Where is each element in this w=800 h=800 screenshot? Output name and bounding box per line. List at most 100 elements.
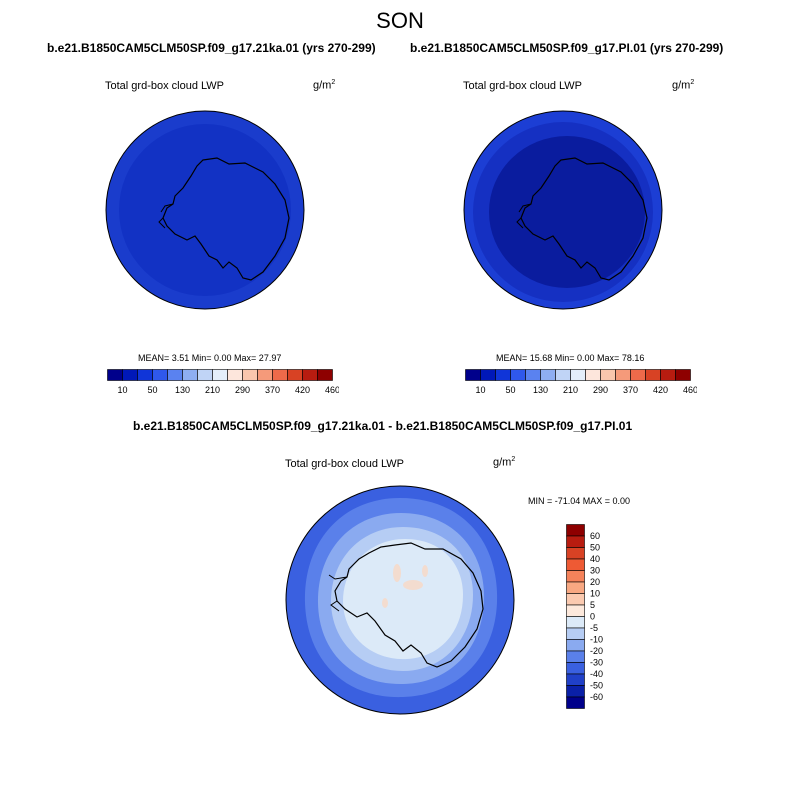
colorbar-pi-swatch: [645, 369, 661, 381]
colorbar-pi-swatch: [585, 369, 601, 381]
colorbar-pi-swatch: [540, 369, 556, 381]
colorbar-difference-swatch: [566, 650, 585, 663]
colorbar-pi-swatch: [525, 369, 541, 381]
colorbar-difference-tick-label: 5: [590, 600, 595, 610]
colorbar-difference-tick-label: -10: [590, 635, 603, 645]
colorbar-21ka-tick-label: 290: [235, 385, 250, 395]
ice-shelf-outline: [158, 217, 166, 229]
colorbar-pi-tick-label: 210: [563, 385, 578, 395]
colorbar-21ka-tick-label: 50: [147, 385, 157, 395]
colorbar-pi-tick-label: 420: [653, 385, 668, 395]
colorbar-21ka-swatch: [287, 369, 303, 381]
map-difference: [285, 485, 515, 715]
colorbar-difference-swatch: [566, 627, 585, 640]
colorbar-difference-tick-label: 10: [590, 589, 600, 599]
colorbar-21ka-swatch: [302, 369, 318, 381]
panel-3-stats: MIN = -71.04 MAX = 0.00: [528, 496, 631, 506]
panel-3-variable: Total grd-box cloud LWP: [285, 458, 405, 470]
ice-shelf-outline: [516, 217, 524, 229]
colorbar-difference-swatch: [566, 616, 585, 629]
colorbar-pi-swatch: [600, 369, 616, 381]
colorbar-difference-tick-label: -30: [590, 658, 603, 668]
panel-2-variable: Total grd-box cloud LWP: [463, 80, 583, 92]
panel-2-units: g/m2: [672, 79, 695, 92]
colorbar-difference-tick-label: -60: [590, 692, 603, 702]
colorbar-pi-swatch: [570, 369, 586, 381]
panel-3-units: g/m2: [493, 456, 516, 469]
colorbar-21ka-swatch: [272, 369, 288, 381]
colorbar-difference-swatch: [566, 593, 585, 606]
colorbar-difference-tick-label: -20: [590, 646, 603, 656]
colorbar-difference-tick-label: -40: [590, 669, 603, 679]
colorbar-21ka-swatch: [152, 369, 168, 381]
colorbar-pi-tick-label: 10: [475, 385, 485, 395]
colorbar-21ka-tick-label: 460: [325, 385, 339, 395]
colorbar-pi-swatch: [465, 369, 481, 381]
colorbar-difference-tick-label: -50: [590, 681, 603, 691]
panel-2-stats: MEAN= 15.68 Min= 0.00 Max= 78.16: [496, 353, 645, 363]
colorbar-21ka-swatch: [317, 369, 333, 381]
colorbar-21ka-swatch: [182, 369, 198, 381]
colorbar-difference-swatch: [566, 547, 585, 560]
panel-3-title: b.e21.B1850CAM5CLM50SP.f09_g17.21ka.01 -…: [133, 419, 633, 433]
colorbar-21ka-swatch: [167, 369, 183, 381]
panel-1-variable: Total grd-box cloud LWP: [105, 80, 225, 92]
colorbar-21ka-tick-label: 370: [265, 385, 280, 395]
colorbar-pi-swatch: [480, 369, 496, 381]
colorbar-difference-tick-label: 0: [590, 612, 595, 622]
colorbar-21ka-swatch: [197, 369, 213, 381]
colorbar-difference-tick-label: -5: [590, 623, 598, 633]
ice-shelf-outline: [330, 600, 340, 612]
colorbar-difference-swatch: [566, 581, 585, 594]
colorbar-pi-tick-label: 290: [593, 385, 608, 395]
peninsula-outline: [518, 203, 532, 213]
colorbar-21ka-swatch: [257, 369, 273, 381]
panel-1-title: b.e21.B1850CAM5CLM50SP.f09_g17.21ka.01 (…: [47, 41, 376, 55]
peninsula-outline: [160, 203, 174, 213]
colorbar-pi-swatch: [615, 369, 631, 381]
peninsula-outline: [328, 574, 348, 580]
colorbar-difference-swatch: [566, 604, 585, 617]
colorbar-difference-swatch: [566, 685, 585, 698]
colorbar-difference-tick-label: 20: [590, 577, 600, 587]
colorbar-pi: 10 50 130 210 290 370 420 460: [465, 369, 697, 395]
colorbar-pi-swatch: [675, 369, 691, 381]
colorbar-pi-tick-label: 370: [623, 385, 638, 395]
colorbar-pi-tick-label: 130: [533, 385, 548, 395]
diff-band-zero: [343, 539, 463, 660]
inner-lwp-field: [119, 124, 291, 296]
colorbar-difference-swatch: [566, 558, 585, 571]
panel-2-title: b.e21.B1850CAM5CLM50SP.f09_g17.PI.01 (yr…: [410, 41, 724, 55]
colorbar-pi-tick-label: 460: [683, 385, 697, 395]
map-21ka: [105, 110, 305, 310]
colorbar-21ka-swatch: [137, 369, 153, 381]
colorbar-difference-swatch: [566, 639, 585, 652]
map-pi: [463, 110, 663, 310]
colorbar-21ka-swatch: [107, 369, 123, 381]
colorbar-difference-tick-label: 60: [590, 531, 600, 541]
colorbar-pi-swatch: [495, 369, 511, 381]
colorbar-21ka-tick-label: 420: [295, 385, 310, 395]
colorbar-21ka: 10 50 130 210 290 370 420 460: [107, 369, 339, 395]
colorbar-difference-swatch: [566, 524, 585, 537]
colorbar-21ka-swatch: [227, 369, 243, 381]
colorbar-pi-swatch: [510, 369, 526, 381]
inner-lwp-field: [489, 136, 645, 288]
colorbar-difference-swatch: [566, 696, 585, 709]
colorbar-difference-swatch: [566, 570, 585, 583]
colorbar-21ka-tick-label: 10: [117, 385, 127, 395]
colorbar-21ka-swatch: [122, 369, 138, 381]
panel-1-units: g/m2: [313, 79, 336, 92]
colorbar-difference-swatch: [566, 673, 585, 686]
season-title: SON: [376, 8, 424, 33]
colorbar-21ka-swatch: [242, 369, 258, 381]
colorbar-21ka-tick-label: 210: [205, 385, 220, 395]
colorbar-difference-tick-label: 40: [590, 554, 600, 564]
colorbar-21ka-swatch: [212, 369, 228, 381]
colorbar-pi-tick-label: 50: [505, 385, 515, 395]
colorbar-difference-swatch: [566, 662, 585, 675]
colorbar-difference-tick-label: 30: [590, 566, 600, 576]
colorbar-difference-tick-label: 50: [590, 543, 600, 553]
colorbar-difference-swatch: [566, 535, 585, 548]
